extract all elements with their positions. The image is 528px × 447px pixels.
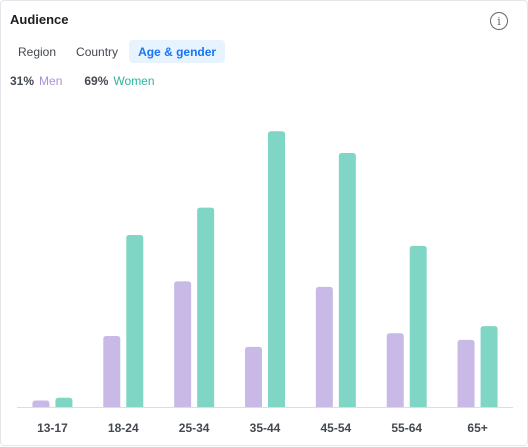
- men-percent: 31%: [10, 74, 35, 88]
- men-bar-55-64[interactable]: [386, 333, 404, 407]
- x-tick-label: 65+: [467, 421, 487, 435]
- x-tick-label: 13-17: [37, 421, 68, 435]
- men-bar-65+[interactable]: [457, 339, 475, 407]
- tab-region[interactable]: Region: [18, 44, 57, 59]
- tab-country[interactable]: Country: [76, 44, 119, 59]
- women-bar-35-44[interactable]: [268, 131, 285, 407]
- women-percent: 69%: [84, 74, 109, 88]
- men-label: Men: [39, 74, 63, 88]
- tab-age-gender[interactable]: Age & gender: [129, 40, 226, 63]
- women-label: Women: [113, 74, 155, 88]
- women-bar-18-24[interactable]: [126, 234, 144, 407]
- gender-legend: 31% Men 69% Women: [10, 74, 177, 88]
- men-bar-35-44[interactable]: [245, 346, 262, 407]
- women-bar-13-17[interactable]: [55, 397, 73, 407]
- men-bar-13-17[interactable]: [32, 400, 50, 407]
- legend-women: 69% Women: [84, 74, 154, 88]
- legend-men: 31% Men: [10, 74, 62, 88]
- women-bar-25-34[interactable]: [197, 207, 215, 407]
- age-gender-bar-chart: 13-17 18-24 25-34 35-44 45-54 55-64 65+: [17, 131, 513, 435]
- x-tick-label: 45-54: [321, 421, 352, 435]
- men-bar-18-24[interactable]: [103, 336, 121, 407]
- men-bar-45-54[interactable]: [315, 286, 333, 407]
- info-icon[interactable]: i: [490, 12, 508, 30]
- x-tick-label: 18-24: [108, 421, 139, 435]
- x-tick-label: 25-34: [179, 421, 210, 435]
- x-tick-label: 35-44: [250, 421, 281, 435]
- card-title: Audience: [10, 12, 69, 27]
- audience-tabs: Region Country Age & gender: [9, 40, 226, 63]
- x-tick-label: 55-64: [391, 421, 422, 435]
- men-bar-25-34[interactable]: [174, 281, 192, 407]
- women-bar-45-54[interactable]: [338, 153, 356, 407]
- women-bar-65+[interactable]: [480, 326, 498, 407]
- women-bar-55-64[interactable]: [409, 245, 427, 407]
